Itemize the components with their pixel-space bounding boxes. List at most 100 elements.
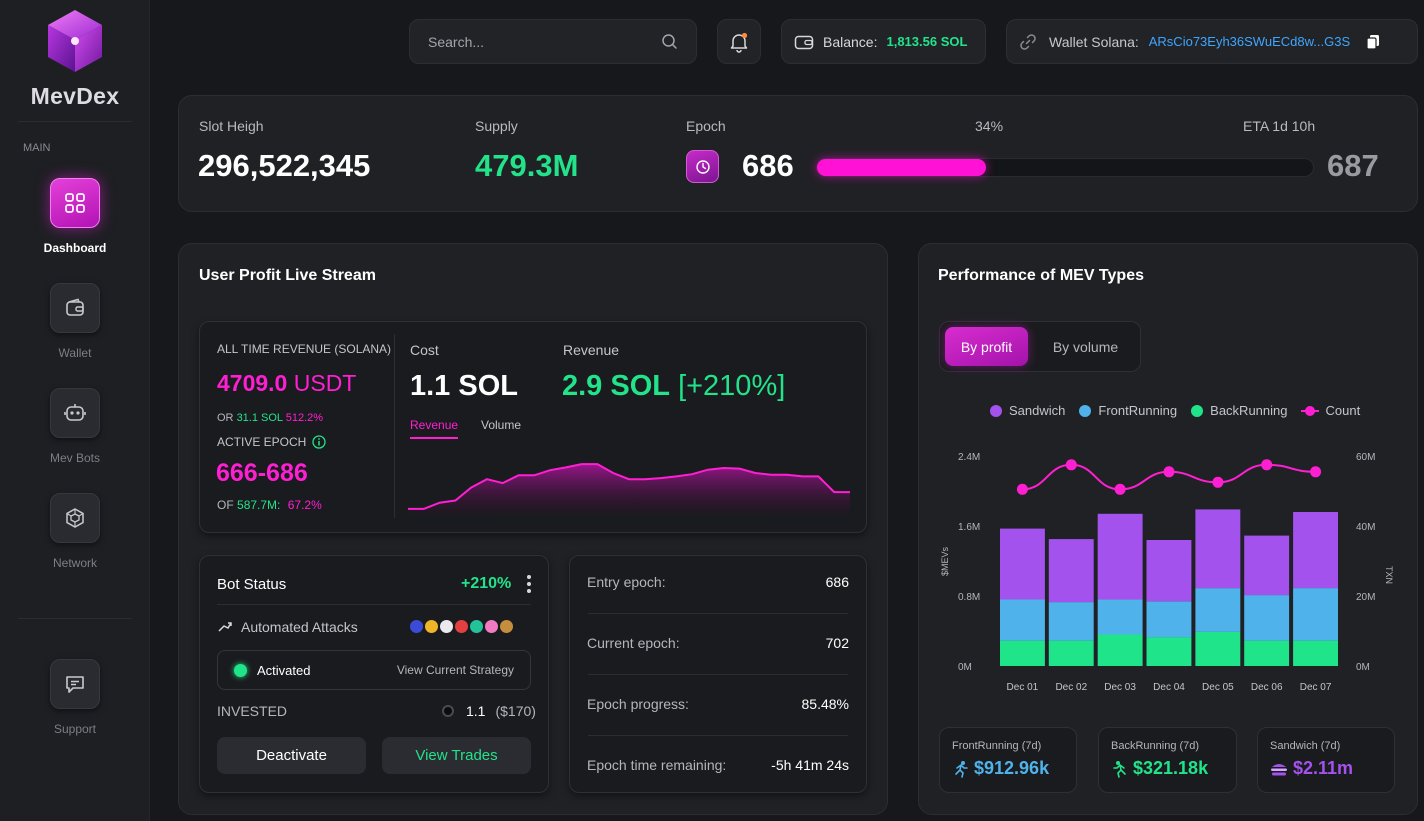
bar-frontrunning	[1097, 599, 1143, 635]
epoch-clock-badge	[686, 150, 719, 183]
revenue-value: 2.9 SOL	[562, 370, 670, 402]
legend-dot	[1191, 404, 1204, 417]
sidebar-item-support[interactable]: Support	[0, 659, 150, 736]
user-profit-title: User Profit Live Stream	[199, 267, 376, 284]
epoch-progress-value: 85.48%	[801, 696, 849, 712]
legend-item-backrunning[interactable]: BackRunning	[1191, 403, 1287, 418]
toggle-by-volume[interactable]: By volume	[1052, 338, 1119, 355]
bot-activation-row: Activated View Current Strategy	[217, 650, 531, 690]
legend-item-sandwich[interactable]: Sandwich	[990, 403, 1065, 418]
bar-backrunning	[1244, 640, 1290, 666]
cube-logo-icon	[48, 10, 102, 72]
bar-frontrunning	[1195, 588, 1241, 632]
slot-height-label: Slot Heigh	[199, 118, 264, 134]
mev-performance-chart: 0M 0.8M 1.6M 2.4M 0M 20M 40M 60M $MEVs TXN Dec 01 D…	[940, 452, 1394, 693]
wallet-address-box: Wallet Solana: ARsCio73Eyh36SWuECd8w...G…	[1006, 19, 1418, 64]
sidebar-item-mev-bots[interactable]: Mev Bots	[0, 388, 150, 465]
bar-sandwich	[1146, 540, 1192, 602]
invested-label: INVESTED	[217, 703, 288, 719]
mev-bots-button[interactable]	[50, 388, 100, 438]
view-current-strategy-link[interactable]: View Current Strategy	[396, 663, 514, 677]
revenue-card-divider	[394, 334, 395, 518]
token-icon	[442, 705, 454, 717]
bar-sandwich	[1097, 513, 1143, 600]
tab-volume[interactable]: Volume	[481, 418, 522, 432]
legend-label: FrontRunning	[1098, 403, 1178, 418]
protocol-icons	[410, 620, 513, 633]
sidebar-item-label: Wallet	[58, 346, 92, 360]
copy-icon[interactable]	[1366, 34, 1380, 50]
of-percent: 67.2%	[287, 498, 322, 512]
y-axis-title: $MEVs	[940, 546, 950, 576]
bar-backrunning	[1000, 640, 1045, 666]
bar-backrunning	[1146, 637, 1192, 666]
tab-revenue[interactable]: Revenue	[410, 418, 459, 439]
active-epoch-value: 666-686	[216, 459, 308, 487]
active-epoch-row: ACTIVE EPOCH	[217, 435, 327, 449]
sidebar-item-wallet[interactable]: Wallet	[0, 283, 150, 360]
dashboard-button[interactable]	[50, 178, 100, 228]
sidebar-item-network[interactable]: Network	[0, 493, 150, 570]
sidebar-item-dashboard[interactable]: Dashboard	[0, 178, 150, 255]
active-epoch-label: ACTIVE EPOCH	[217, 435, 307, 449]
x-tick-label: Dec 06	[1251, 682, 1283, 693]
y-tick-label: 2.4M	[958, 452, 980, 463]
cost-label: Cost	[410, 342, 439, 358]
legend-label: Count	[1325, 403, 1361, 418]
toggle-by-profit[interactable]: By profit	[945, 327, 1028, 366]
sidebar-item-label: Mev Bots	[49, 451, 100, 465]
y-tick-label: 0M	[958, 662, 972, 673]
y2-axis-title: TXN	[1384, 566, 1394, 584]
y2-tick-label: 20M	[1356, 592, 1375, 603]
supply-value: 479.3M	[475, 148, 579, 183]
sidebar-item-label: Dashboard	[43, 241, 107, 255]
summary-label: Sandwich (7d)	[1270, 740, 1341, 752]
summary-label: BackRunning (7d)	[1111, 740, 1200, 752]
view-trades-button[interactable]: View Trades	[382, 737, 531, 774]
slot-height-value: 296,522,345	[198, 148, 371, 183]
support-button[interactable]	[50, 659, 100, 709]
notifications-button[interactable]	[717, 19, 761, 64]
chat-icon	[66, 676, 84, 693]
y2-tick-label: 60M	[1356, 452, 1375, 463]
bar-backrunning	[1048, 640, 1094, 666]
sidebar-section-label: MAIN	[23, 142, 51, 154]
info-icon[interactable]	[312, 435, 327, 449]
bar-sandwich	[1000, 528, 1045, 600]
count-point	[1065, 459, 1077, 471]
legend-item-frontrunning[interactable]: FrontRunning	[1079, 403, 1177, 418]
all-time-revenue: 4709.0 USDT	[217, 370, 356, 397]
x-tick-label: Dec 03	[1104, 682, 1136, 693]
bot-status-change: +210%	[461, 575, 512, 592]
brand-name: MevDex	[30, 83, 120, 109]
row-divider	[588, 613, 848, 614]
deactivate-button[interactable]: Deactivate	[217, 737, 366, 774]
y2-tick-label: 40M	[1356, 522, 1375, 533]
of-value: 587.7M:	[237, 498, 281, 512]
wallet-button[interactable]	[50, 283, 100, 333]
bar-frontrunning	[1293, 588, 1338, 641]
legend-item-count[interactable]: Count	[1301, 403, 1360, 418]
search-icon[interactable]	[661, 33, 678, 50]
search-box[interactable]: Search...	[409, 19, 697, 64]
network-button[interactable]	[50, 493, 100, 543]
wallet-icon	[794, 35, 814, 49]
brand-logo[interactable]: MevDex	[0, 8, 150, 110]
count-point	[1163, 466, 1175, 478]
chart-legend: Sandwich FrontRunning BackRunning Count	[990, 403, 1374, 418]
runner-icon	[955, 760, 968, 778]
epoch-time-remaining-value: -5h 41m 24s	[771, 757, 849, 773]
bar-frontrunning	[1048, 602, 1094, 641]
search-input[interactable]: Search...	[428, 33, 485, 50]
balance-value: 1,813.56 SOL	[886, 34, 968, 49]
protocol-icon	[485, 620, 498, 633]
bar-backrunning	[1097, 634, 1143, 666]
summary-value-row: $2.11m	[1270, 758, 1382, 779]
wallet-address[interactable]: ARsCio73Eyh36SWuECd8w...G3S	[1148, 34, 1351, 49]
more-options-icon[interactable]	[525, 574, 533, 594]
legend-label: Sandwich	[1009, 403, 1066, 418]
entry-epoch-value: 686	[825, 574, 849, 590]
network-icon	[66, 508, 84, 528]
balance-label: Balance:	[823, 33, 878, 50]
revenue-percent: [+210%]	[678, 370, 786, 402]
